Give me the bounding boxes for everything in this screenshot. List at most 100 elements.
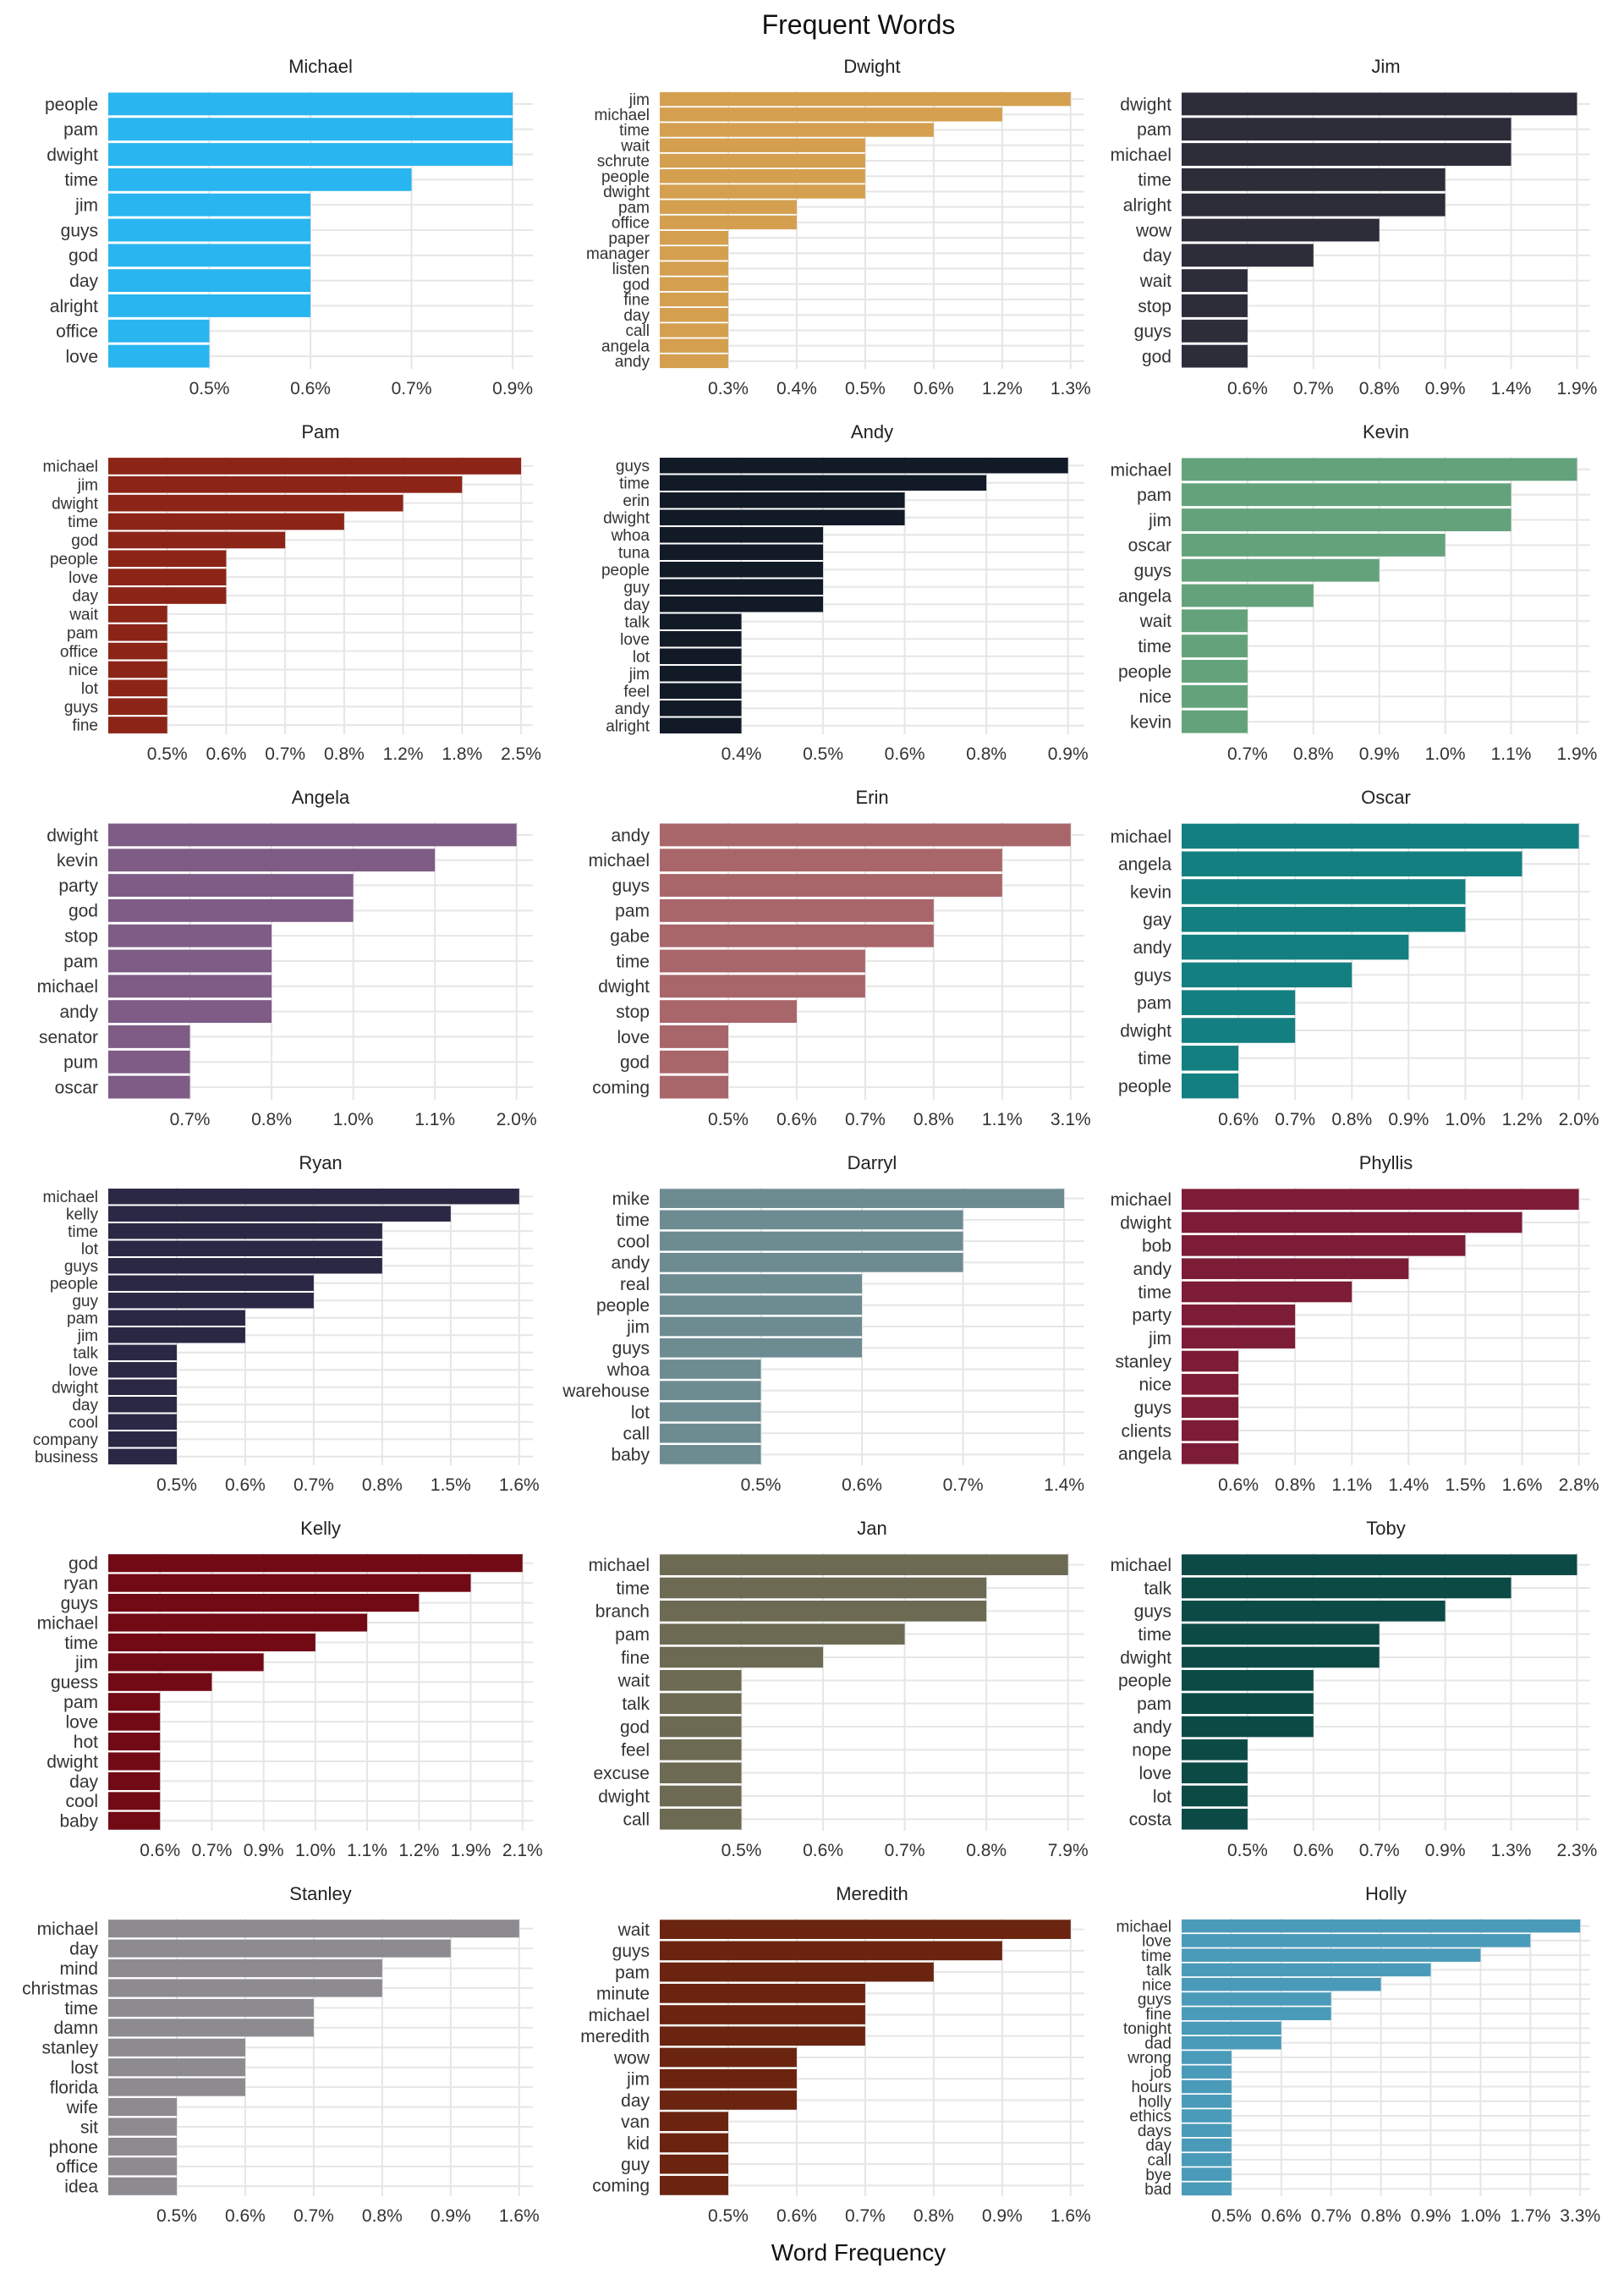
tick-label: 0.5% <box>721 1841 762 1860</box>
bar-andy-love <box>660 631 742 647</box>
bar-toby-pam <box>1182 1693 1314 1714</box>
bar-dwight-dwight <box>660 184 865 199</box>
tick-label: 1.0% <box>1445 1110 1485 1129</box>
tick-label: 0.8% <box>1293 744 1334 764</box>
tick-label: 1.5% <box>431 1475 471 1495</box>
panel-erin: Erin andy michael guys pam gabe time dwight stop… <box>589 787 1091 1129</box>
category-label: hours <box>1131 2079 1171 2096</box>
bar-kelly-jim <box>108 1653 264 1672</box>
category-label: cool <box>69 1414 98 1431</box>
category-label: lot <box>1153 1787 1171 1806</box>
category-label: michael <box>1116 1918 1171 1936</box>
tick-label: 0.6% <box>206 744 247 764</box>
tick-label: 0.5% <box>708 2206 749 2226</box>
bar-jim-god <box>1182 344 1248 368</box>
bar-andy-jim <box>660 666 742 682</box>
bar-erin-michael <box>660 849 1002 872</box>
tick-label: 0.9% <box>1425 1841 1466 1860</box>
bar-erin-gabe <box>660 924 934 948</box>
category-label: talk <box>1144 1579 1171 1598</box>
bar-darryl-guys <box>660 1337 863 1358</box>
category-label: michael <box>1111 1190 1171 1210</box>
category-label: people <box>50 551 98 568</box>
bar-ryan-talk <box>108 1344 177 1360</box>
bar-erin-pam <box>660 898 934 922</box>
bar-jan-time <box>660 1577 987 1599</box>
panel-ryan: Ryan michaelkellytimelotguyspeopleguypamj… <box>33 1152 540 1495</box>
category-label: feel <box>621 1741 650 1760</box>
category-label: nice <box>1138 688 1171 707</box>
bar-toby-talk <box>1182 1577 1512 1599</box>
bar-darryl-andy <box>660 1252 963 1272</box>
tick-label: 0.8% <box>1331 1110 1372 1129</box>
category-label: kevin <box>1130 712 1171 732</box>
bar-meredith-jim <box>660 2068 797 2089</box>
bar-holly-talk <box>1182 1963 1431 1977</box>
bar-dwight-manager <box>660 246 728 261</box>
category-label: stanley <box>41 2039 98 2058</box>
category-label: pam <box>618 199 650 217</box>
category-label: god <box>623 276 650 294</box>
panel-jan: Jan michael time branch pam fine wait talk god fe… <box>589 1518 1089 1860</box>
category-label: dwight <box>52 1379 99 1397</box>
category-label: mike <box>612 1189 650 1209</box>
panel-meredith: Meredith wait guys pam minute michael meredith… <box>580 1883 1090 2226</box>
category-label: michael <box>37 1920 98 1939</box>
bar-pam-jim <box>108 475 463 493</box>
bar-ryan-business <box>108 1448 177 1464</box>
bar-jim-wait <box>1182 269 1248 293</box>
category-label: dad <box>1144 2035 1171 2052</box>
bar-pam-god <box>108 531 286 549</box>
category-label: hot <box>74 1733 98 1752</box>
bar-jan-call <box>660 1809 742 1830</box>
tick-label: 1.0% <box>1460 2206 1501 2226</box>
panel-title-pam: Pam <box>301 421 339 442</box>
bar-jan-wait <box>660 1670 742 1691</box>
category-label: feel <box>623 683 650 700</box>
bar-dwight-andy <box>660 354 728 369</box>
category-label: company <box>33 1431 99 1449</box>
bar-ryan-people <box>108 1275 314 1291</box>
panel-stanley: Stanley michaeldaymindchristmastimedamnst… <box>22 1883 540 2226</box>
category-label: nope <box>1132 1741 1171 1760</box>
category-label: bob <box>1142 1237 1171 1256</box>
category-label: alright <box>50 297 98 316</box>
bar-meredith-coming <box>660 2176 728 2195</box>
bar-kevin-people <box>1182 660 1248 683</box>
tick-label: 0.6% <box>225 1475 266 1495</box>
bar-dwight-jim <box>660 91 1071 107</box>
category-label: guys <box>1134 1398 1171 1418</box>
bar-darryl-time <box>660 1210 963 1230</box>
bar-michael-office <box>108 319 210 343</box>
tick-label: 0.8% <box>362 1475 403 1495</box>
bar-erin-love <box>660 1025 728 1048</box>
panel-title-kelly: Kelly <box>300 1518 341 1539</box>
bar-kelly-guess <box>108 1673 212 1691</box>
bar-phyllis-michael <box>1182 1189 1579 1210</box>
tick-label: 0.6% <box>1218 1475 1259 1495</box>
bar-erin-god <box>660 1050 728 1074</box>
panel-dwight: Dwight jimmichaeltimewaitschrutepeopledwi… <box>586 56 1091 398</box>
bar-andy-people <box>660 562 824 578</box>
category-label: guys <box>612 1339 650 1359</box>
bar-phyllis-andy <box>1182 1258 1409 1279</box>
tick-label: 0.6% <box>803 1841 843 1860</box>
bar-andy-day <box>660 596 824 612</box>
bar-dwight-day <box>660 308 728 322</box>
tick-label: 0.6% <box>914 379 954 398</box>
category-label: idea <box>64 2178 98 2197</box>
tick-label: 1.6% <box>1502 1475 1543 1495</box>
bar-ryan-pam <box>108 1310 245 1326</box>
tick-label: 1.1% <box>982 1110 1023 1129</box>
category-label: wait <box>620 137 650 155</box>
bar-holly-fine <box>1182 2007 1331 2020</box>
category-label: dwight <box>603 509 650 527</box>
category-label: lot <box>631 1403 650 1422</box>
category-label: whoa <box>606 1360 650 1380</box>
bar-oscar-andy <box>1182 934 1409 960</box>
bar-michael-time <box>108 168 412 191</box>
category-label: talk <box>73 1344 98 1362</box>
category-label: ethics <box>1129 2108 1171 2126</box>
category-label: time <box>616 1211 650 1230</box>
category-label: pam <box>1137 486 1171 505</box>
